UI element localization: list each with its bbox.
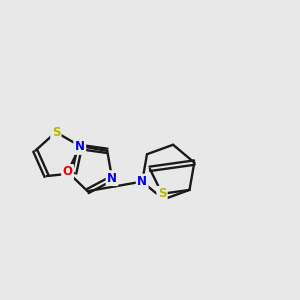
Text: N: N: [107, 172, 117, 185]
Text: O: O: [63, 165, 73, 178]
Text: S: S: [158, 187, 166, 200]
Text: N: N: [75, 140, 85, 154]
Text: S: S: [52, 126, 60, 139]
Text: N: N: [137, 175, 147, 188]
